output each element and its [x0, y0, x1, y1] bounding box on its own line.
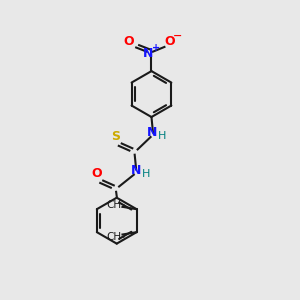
Text: O: O: [124, 35, 134, 48]
Text: −: −: [173, 31, 183, 41]
Text: O: O: [92, 167, 102, 180]
Text: +: +: [152, 43, 160, 53]
Text: N: N: [130, 164, 141, 177]
Text: H: H: [158, 131, 166, 142]
Text: N: N: [147, 126, 158, 140]
Text: H: H: [141, 169, 150, 179]
Text: O: O: [164, 35, 175, 48]
Text: CH₃: CH₃: [106, 200, 126, 210]
Text: CH₃: CH₃: [106, 232, 126, 242]
Text: N: N: [143, 47, 154, 60]
Text: S: S: [111, 130, 120, 143]
